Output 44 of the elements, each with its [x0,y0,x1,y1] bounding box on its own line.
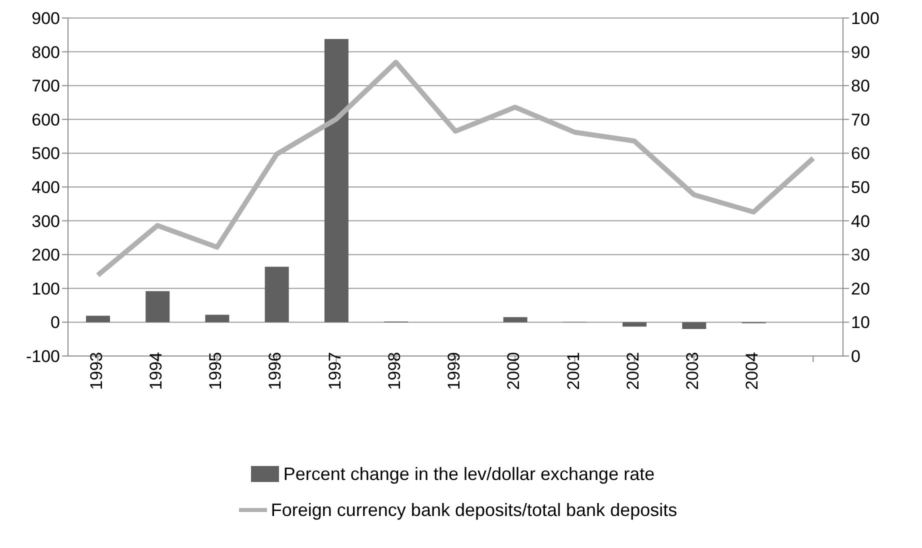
y2-tick-label: 90 [851,42,870,62]
y-tick-label: 200 [32,246,60,265]
legend-label: Foreign currency bank deposits/total bank deposits [270,499,678,522]
x-tick-label: 1995 [206,352,226,390]
y-tick-label: 100 [32,279,60,298]
x-tick-label: 1994 [146,352,166,390]
bar [205,314,230,322]
x-tick-label: 1999 [444,352,464,390]
x-tick-label: 1998 [384,352,404,390]
y2-tick-label: 60 [851,144,870,164]
bar [264,266,289,322]
y-tick-label: 800 [32,42,60,62]
x-tick-label: 2001 [564,352,583,390]
y-tick-label: 300 [32,212,60,231]
y2-tick-label: 10 [851,313,870,332]
bar [682,322,706,329]
y-tick-label: 0 [50,313,60,332]
y-tick-label: 700 [32,76,60,96]
y-tick-label: 400 [32,178,60,198]
x-tick-label: 2004 [742,352,762,390]
y2-tick-label: 80 [851,76,870,96]
bar [503,317,528,322]
x-tick-label: 2002 [623,352,642,390]
y2-tick-label: 40 [851,212,870,231]
y-tick-label: -100 [26,347,60,366]
y-tick-label: 600 [32,110,60,130]
bar [324,38,348,322]
x-tick-label: 2000 [504,352,524,390]
y2-tick-label: 20 [851,279,870,298]
y2-tick-label: 100 [851,9,880,28]
bar [86,316,110,322]
y2-tick-label: 70 [851,110,870,130]
y2-tick-label: 30 [851,246,870,265]
y-tick-label: 900 [32,9,60,28]
x-tick-label: 1997 [325,352,344,390]
y-tick-label: 500 [32,144,60,164]
bar [146,291,170,322]
y2-tick-label: 50 [851,178,870,198]
bar [622,322,647,327]
x-tick-label: 2003 [683,352,702,390]
y2-tick-label: 0 [851,347,860,366]
x-tick-label: 1996 [266,352,285,390]
legend-label: Percent change in the lev/dollar exchange rate [283,463,655,486]
x-tick-label: 1993 [86,352,106,390]
